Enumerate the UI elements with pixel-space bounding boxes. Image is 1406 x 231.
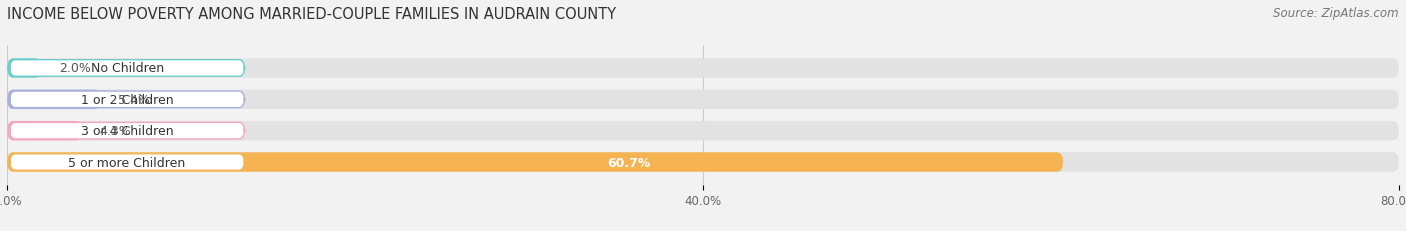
- Text: 4.3%: 4.3%: [100, 125, 131, 138]
- Text: 5 or more Children: 5 or more Children: [69, 156, 186, 169]
- Text: 3 or 4 Children: 3 or 4 Children: [80, 125, 173, 138]
- FancyBboxPatch shape: [10, 123, 245, 139]
- Text: 60.7%: 60.7%: [607, 156, 651, 169]
- FancyBboxPatch shape: [7, 122, 82, 141]
- FancyBboxPatch shape: [7, 90, 101, 109]
- Text: 5.4%: 5.4%: [118, 93, 150, 106]
- FancyBboxPatch shape: [7, 153, 1063, 172]
- Text: Source: ZipAtlas.com: Source: ZipAtlas.com: [1274, 7, 1399, 20]
- Text: No Children: No Children: [90, 62, 163, 75]
- Text: INCOME BELOW POVERTY AMONG MARRIED-COUPLE FAMILIES IN AUDRAIN COUNTY: INCOME BELOW POVERTY AMONG MARRIED-COUPL…: [7, 7, 616, 22]
- FancyBboxPatch shape: [7, 153, 1399, 172]
- FancyBboxPatch shape: [10, 92, 245, 108]
- Text: 1 or 2 Children: 1 or 2 Children: [80, 93, 173, 106]
- FancyBboxPatch shape: [7, 122, 1399, 141]
- FancyBboxPatch shape: [10, 154, 245, 170]
- Text: 2.0%: 2.0%: [59, 62, 91, 75]
- FancyBboxPatch shape: [10, 61, 245, 77]
- FancyBboxPatch shape: [7, 90, 1399, 109]
- FancyBboxPatch shape: [7, 59, 42, 78]
- FancyBboxPatch shape: [7, 59, 1399, 78]
